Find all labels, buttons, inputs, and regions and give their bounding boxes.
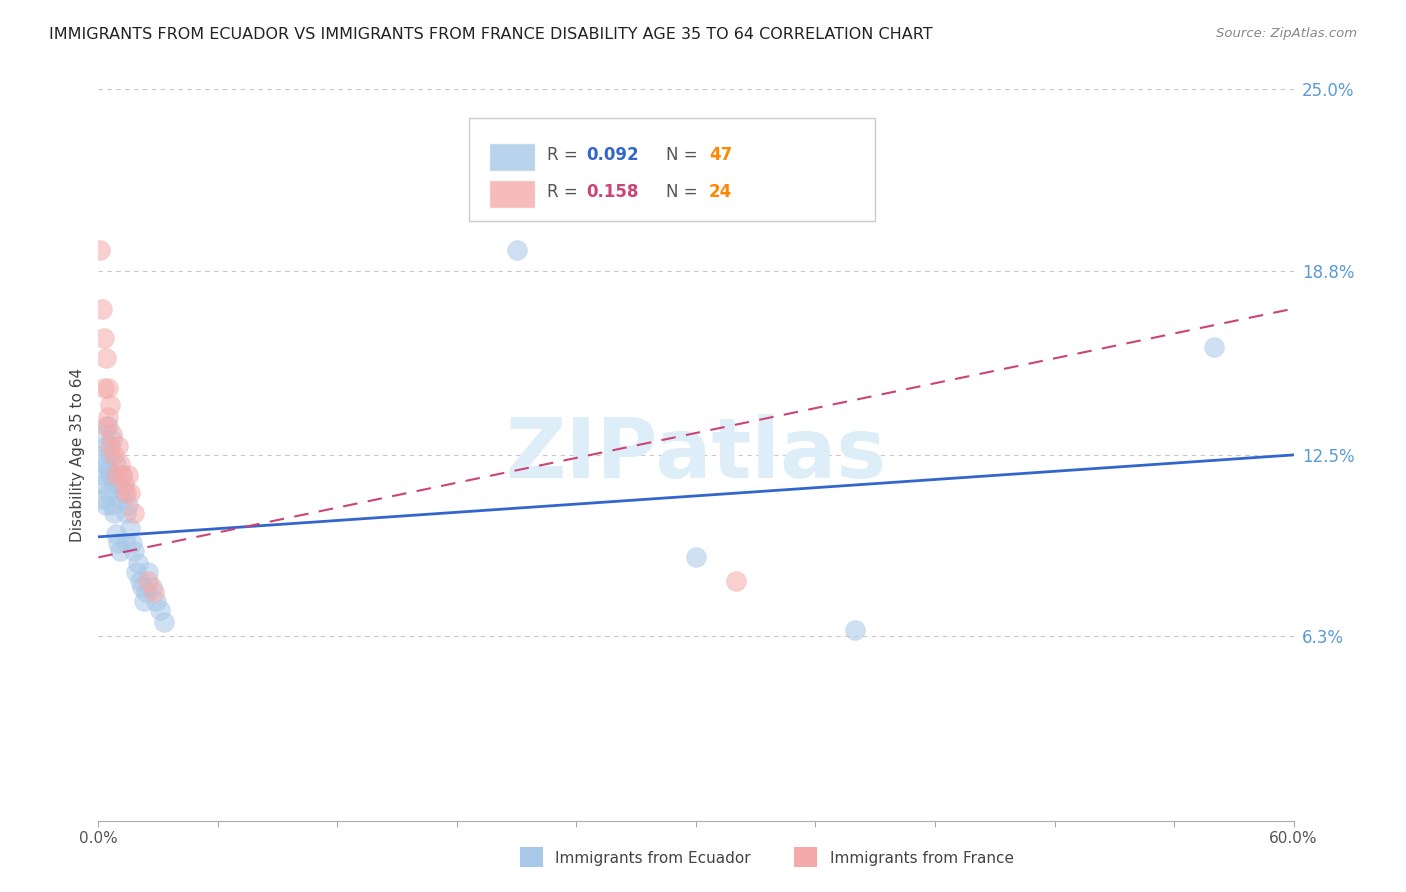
Point: [136, 565, 159, 579]
Text: 47: 47: [709, 146, 733, 164]
Point: [112, 477, 135, 491]
Point: [844, 624, 866, 638]
Point: [110, 544, 132, 558]
Point: [149, 603, 172, 617]
Point: [96, 457, 118, 471]
Point: [129, 574, 152, 588]
Point: [724, 574, 747, 588]
Point: [96, 418, 118, 433]
Point: [97, 418, 120, 433]
Text: 24: 24: [709, 183, 733, 201]
Text: 0.092: 0.092: [586, 146, 638, 164]
Point: [120, 521, 142, 535]
Point: [110, 457, 132, 471]
Point: [89, 243, 111, 257]
Point: [111, 468, 134, 483]
Point: [115, 507, 138, 521]
Point: [111, 468, 134, 483]
Point: [105, 457, 128, 471]
Point: [97, 462, 120, 476]
Point: [107, 477, 129, 491]
Point: [105, 527, 128, 541]
Point: [96, 439, 118, 453]
Text: IMMIGRANTS FROM ECUADOR VS IMMIGRANTS FROM FRANCE DISABILITY AGE 35 TO 64 CORREL: IMMIGRANTS FROM ECUADOR VS IMMIGRANTS FR…: [49, 27, 932, 42]
Point: [93, 381, 115, 395]
Point: [506, 243, 529, 257]
Point: [105, 468, 128, 483]
Text: Source: ZipAtlas.com: Source: ZipAtlas.com: [1216, 27, 1357, 40]
Point: [124, 544, 146, 558]
FancyBboxPatch shape: [489, 180, 534, 208]
Point: [91, 301, 114, 316]
Point: [115, 535, 138, 549]
Text: R =: R =: [547, 146, 582, 164]
Point: [101, 427, 124, 442]
FancyBboxPatch shape: [470, 119, 876, 221]
Text: N =: N =: [666, 146, 703, 164]
Text: ZIPatlas: ZIPatlas: [506, 415, 886, 495]
Point: [103, 477, 125, 491]
Point: [153, 615, 176, 629]
Point: [101, 434, 124, 448]
Y-axis label: Disability Age 35 to 64: Disability Age 35 to 64: [69, 368, 84, 542]
Point: [141, 580, 163, 594]
Point: [115, 486, 138, 500]
Text: Immigrants from France: Immigrants from France: [830, 851, 1014, 865]
Point: [127, 556, 149, 570]
Point: [117, 468, 139, 483]
Point: [101, 498, 124, 512]
Point: [107, 439, 129, 453]
Point: [93, 331, 115, 345]
Point: [97, 486, 120, 500]
Point: [136, 574, 159, 588]
Point: [485, 199, 508, 213]
Point: [112, 486, 135, 500]
Point: [103, 507, 125, 521]
Point: [120, 486, 142, 500]
Point: [98, 448, 122, 462]
Point: [97, 409, 120, 424]
Point: [131, 580, 153, 594]
Point: [125, 565, 148, 579]
Point: [124, 507, 146, 521]
Point: [143, 585, 166, 599]
Point: [134, 594, 156, 608]
Point: [98, 439, 122, 453]
FancyBboxPatch shape: [489, 144, 534, 171]
Point: [96, 498, 118, 512]
Point: [685, 550, 707, 565]
Text: Immigrants from Ecuador: Immigrants from Ecuador: [555, 851, 751, 865]
Point: [93, 477, 115, 491]
Text: N =: N =: [666, 183, 703, 201]
Point: [91, 491, 114, 506]
Point: [103, 448, 125, 462]
Point: [145, 594, 167, 608]
Point: [98, 468, 122, 483]
Point: [121, 535, 143, 549]
Point: [135, 585, 157, 599]
Point: [93, 427, 115, 442]
Point: [98, 398, 122, 412]
Point: [91, 468, 114, 483]
Point: [117, 498, 139, 512]
Point: [107, 535, 129, 549]
Point: [97, 381, 120, 395]
Point: [96, 351, 118, 366]
Point: [1202, 340, 1225, 354]
Text: R =: R =: [547, 183, 582, 201]
Point: [89, 448, 111, 462]
Point: [110, 491, 132, 506]
Text: 0.158: 0.158: [586, 183, 638, 201]
